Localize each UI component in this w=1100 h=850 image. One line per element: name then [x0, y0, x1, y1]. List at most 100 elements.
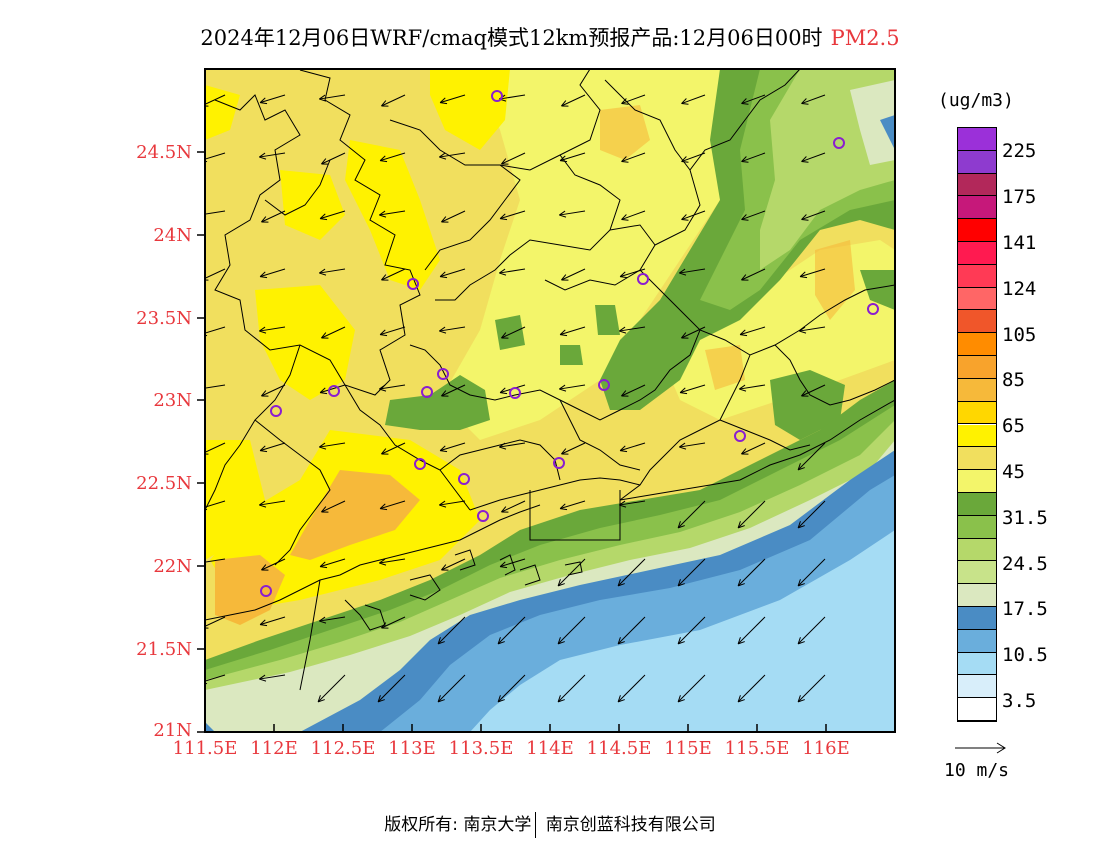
wind-arrow: [321, 500, 346, 513]
colorbar-cell: [958, 401, 996, 425]
colorbar-cell: [958, 515, 996, 539]
wind-arrow: [737, 558, 766, 587]
colorbar-cell: [958, 333, 996, 357]
wind-arrow: [561, 268, 586, 281]
colorbar-label: 65: [1002, 415, 1025, 437]
colorbar-cell: [958, 675, 996, 699]
wind-arrow: [441, 558, 466, 571]
lon-label-113: 113E: [388, 738, 436, 759]
colorbar-cell: [958, 264, 996, 288]
colorbar-label: 17.5: [1002, 598, 1048, 620]
station-marker: [509, 387, 521, 399]
wind-arrow: [677, 500, 706, 529]
colorbar-cell: [958, 196, 996, 220]
wind-arrow: [797, 674, 826, 703]
station-marker: [734, 430, 746, 442]
lon-label-115: 115E: [664, 738, 712, 759]
wind-arrow: [677, 674, 706, 703]
station-markers: [260, 90, 879, 597]
wind-arrow: [619, 442, 646, 453]
lat-label-21.5: 21.5N: [136, 639, 192, 660]
lon-label-113.5: 113.5E: [448, 738, 514, 759]
station-marker: [328, 385, 340, 397]
wind-arrow: [737, 616, 766, 645]
colorbar-cell: [958, 173, 996, 197]
wind-arrow: [739, 326, 766, 337]
wind-arrow: [621, 94, 646, 105]
colorbar-label: 3.5: [1002, 690, 1037, 712]
wind-arrow: [439, 152, 466, 160]
station-marker: [421, 386, 433, 398]
wind-arrow: [741, 268, 766, 281]
wind-arrow: [799, 268, 826, 279]
station-marker: [260, 585, 272, 597]
wind-arrow: [561, 94, 586, 107]
wind-arrow: [205, 384, 226, 392]
colorbar-cell: [958, 356, 996, 379]
wind-arrow: [797, 500, 826, 529]
wind-arrow: [617, 616, 646, 645]
lat-label-22.5: 22.5N: [136, 473, 192, 494]
colorbar-cell: [958, 378, 996, 402]
station-marker: [553, 457, 565, 469]
wind-arrow: [737, 500, 766, 529]
wind-arrow: [799, 326, 826, 334]
copyright-separator: [535, 812, 537, 838]
wind-arrow: [617, 558, 646, 587]
lat-label-24: 24N: [153, 225, 192, 246]
wind-arrow: [319, 558, 346, 569]
wind-arrow: [259, 268, 286, 279]
colorbar-label: 225: [1002, 140, 1037, 162]
station-marker: [833, 137, 845, 149]
wind-arrow: [501, 152, 526, 165]
colorbar-cell: [958, 219, 996, 243]
wind-arrow: [259, 616, 286, 627]
wind-arrow: [801, 384, 826, 397]
colorbar-cell: [958, 584, 996, 607]
wind-arrow: [741, 152, 766, 163]
wind-arrow: [741, 442, 766, 455]
colorbar-label: 24.5: [1002, 553, 1048, 575]
colorbar-label: 45: [1002, 461, 1025, 483]
wind-arrow: [381, 442, 406, 455]
colorbar-cell: [958, 698, 996, 721]
wind-arrow: [797, 616, 826, 645]
colorbar-label: 85: [1002, 369, 1025, 391]
wind-arrow: [561, 442, 586, 455]
colorbar-cell: [958, 629, 996, 653]
colorbar-label: 105: [1002, 324, 1037, 346]
wind-arrow: [205, 210, 226, 218]
colorbar-cell: [958, 287, 996, 311]
colorbar-label: 141: [1002, 232, 1037, 254]
lon-label-111.5: 111.5E: [172, 738, 238, 759]
colorbar-cell: [958, 310, 996, 334]
wind-arrow: [801, 152, 826, 163]
station-marker: [407, 278, 419, 290]
wind-arrow: [377, 674, 406, 703]
wind-arrow: [439, 442, 466, 453]
concentration-field: [205, 69, 895, 732]
lat-label-23.5: 23.5N: [136, 308, 192, 329]
map-title: 2024年12月06日WRF/cmaq模式12km预报产品:12月06日00时 P…: [0, 22, 1100, 52]
wind-arrow: [379, 500, 406, 511]
wind-arrow: [319, 268, 346, 276]
wind-arrow: [681, 152, 706, 163]
wind-arrow: [319, 616, 346, 624]
colorbar-cell: [958, 492, 996, 516]
wind-arrow: [559, 152, 586, 163]
wind-arrow: [557, 674, 586, 703]
wind-arrow: [797, 442, 826, 471]
colorbar-cell: [958, 150, 996, 174]
wind-arrow: [381, 94, 406, 107]
wind-arrow: [439, 326, 466, 334]
wind-arrow: [499, 442, 526, 450]
colorbar-cell: [958, 424, 996, 448]
wind-arrow: [681, 326, 706, 339]
colorbar-cell: [958, 606, 996, 630]
wind-arrow: [679, 442, 706, 450]
colorbar-label: 10.5: [1002, 644, 1048, 666]
lon-label-116: 116E: [802, 738, 850, 759]
wind-arrow: [621, 210, 646, 221]
station-marker: [458, 473, 470, 485]
wind-arrow: [557, 558, 586, 587]
